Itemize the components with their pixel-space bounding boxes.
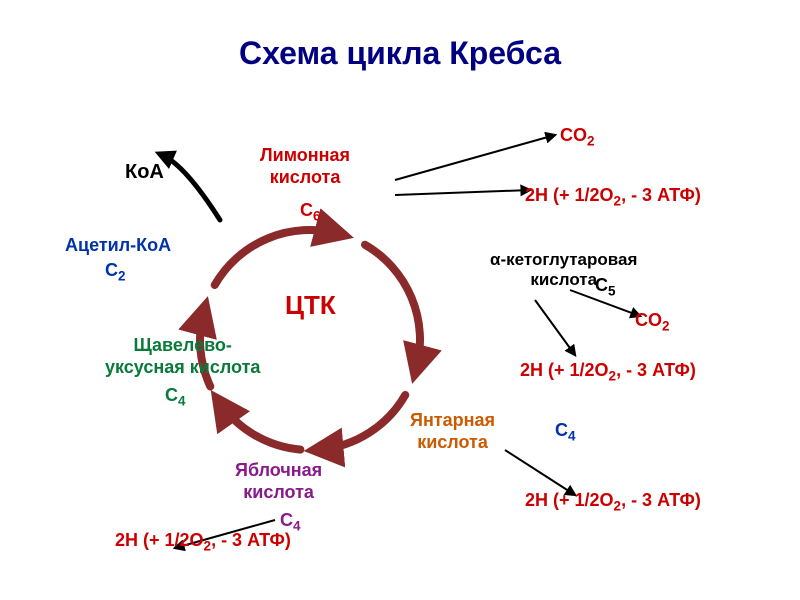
node-h2_bot1: 2H (+ 1/2O2, - 3 АТФ) xyxy=(525,490,701,515)
node-h2_top: 2H (+ 1/2O2, - 3 АТФ) xyxy=(525,185,701,210)
page-title: Схема цикла Кребса xyxy=(239,35,561,72)
node-h2_mid: 2H (+ 1/2O2, - 3 АТФ) xyxy=(520,360,696,385)
node-acetyl: Ацетил-КоА xyxy=(65,235,171,257)
node-oxalo_c4: C4 xyxy=(165,385,186,410)
node-co2_mid: CO2 xyxy=(635,310,670,335)
node-c6: C6 xyxy=(300,200,321,225)
node-acetyl_c2: C2 xyxy=(105,260,126,285)
node-succ_c4: C4 xyxy=(555,420,576,445)
node-oxalo: Щавелево-уксусная кислота xyxy=(105,335,260,378)
node-koa: КоА xyxy=(125,160,164,184)
node-succinic: Янтарнаякислота xyxy=(410,410,495,453)
koa-release-arrow xyxy=(162,155,220,220)
node-h2_bot2: 2H (+ 1/2O2, - 3 АТФ) xyxy=(115,530,291,555)
node-malic: Яблочнаякислота xyxy=(235,460,322,503)
node-citric: Лимоннаякислота xyxy=(260,145,350,188)
node-aketo_c5: C5 xyxy=(595,275,616,300)
node-co2_top: CO2 xyxy=(560,125,595,150)
node-center: ЦТК xyxy=(285,290,336,321)
